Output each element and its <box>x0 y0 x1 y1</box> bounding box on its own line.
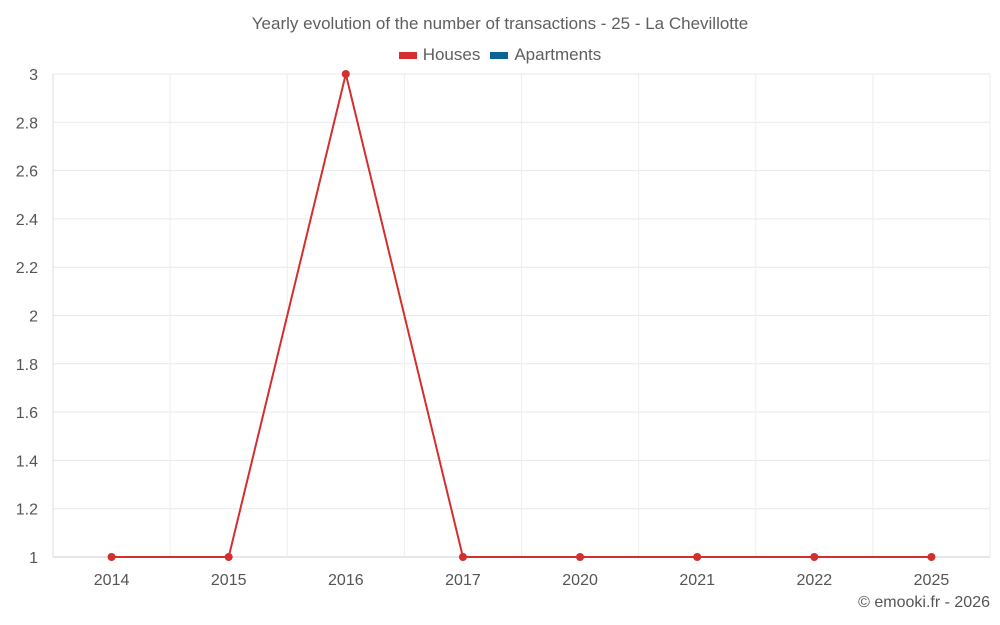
legend: Houses Apartments <box>0 45 1000 65</box>
credit-text: © emooki.fr - 2026 <box>858 594 990 611</box>
legend-item-apartments[interactable]: Apartments <box>490 45 601 65</box>
data-point-houses-2016 <box>341 70 350 78</box>
y-tick-label: 2.4 <box>16 212 38 229</box>
x-tick-label: 2025 <box>914 572 950 589</box>
y-tick-label: 1.8 <box>16 357 38 374</box>
x-tick-label: 2015 <box>211 572 247 589</box>
legend-swatch-houses <box>398 51 417 59</box>
y-tick-label: 2.8 <box>16 115 38 132</box>
data-point-houses-2020 <box>576 553 585 561</box>
data-point-houses-2025 <box>927 553 936 561</box>
chart-title: Yearly evolution of the number of transa… <box>251 14 749 33</box>
y-tick-label: 1.6 <box>16 405 38 422</box>
x-tick-label: 2020 <box>562 572 598 589</box>
data-point-houses-2017 <box>458 553 467 561</box>
data-point-houses-2014 <box>107 553 116 561</box>
x-tick-label: 2016 <box>328 572 364 589</box>
x-tick-label: 2021 <box>679 572 715 589</box>
data-point-houses-2022 <box>810 553 819 561</box>
y-tick-label: 2.6 <box>16 164 38 181</box>
y-tick-label: 2 <box>29 309 38 326</box>
legend-item-houses[interactable]: Houses <box>398 45 481 65</box>
y-tick-label: 1 <box>29 550 38 567</box>
x-tick-label: 2014 <box>94 572 130 589</box>
x-tick-label: 2017 <box>445 572 481 589</box>
data-point-houses-2021 <box>693 553 702 561</box>
x-tick-label: 2022 <box>797 572 833 589</box>
legend-swatch-apartments <box>490 51 509 59</box>
legend-label-houses: Houses <box>422 45 481 64</box>
legend-label-apartments: Apartments <box>514 45 602 64</box>
y-tick-label: 3 <box>29 67 38 84</box>
data-point-houses-2015 <box>224 553 233 561</box>
series-line-houses <box>111 73 932 558</box>
y-tick-label: 1.2 <box>16 502 38 519</box>
y-tick-label: 2.2 <box>16 260 38 277</box>
y-tick-label: 1.4 <box>16 453 38 470</box>
